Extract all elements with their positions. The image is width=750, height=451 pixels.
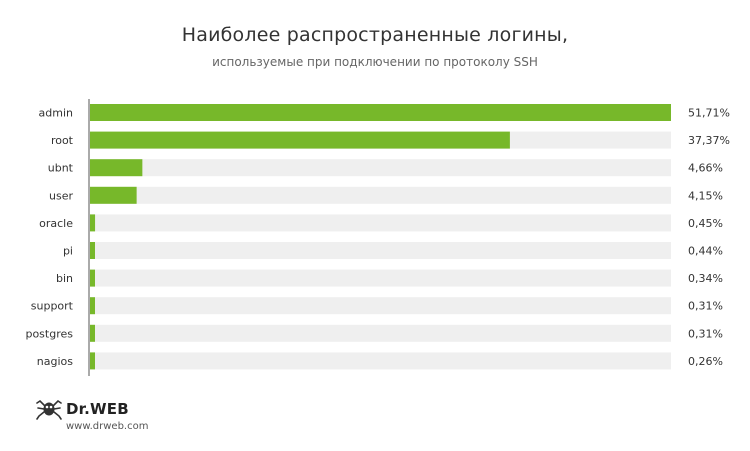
chart-subtitle: используемые при подключении по протокол… [212,55,538,69]
spider-icon [36,399,62,420]
value-label: 0,45% [688,217,723,230]
category-label: nagios [37,355,73,368]
bar-track [90,159,671,177]
bar-nagios [90,352,95,370]
bar-admin [90,104,671,121]
value-label: 4,66% [688,162,723,175]
bar-track [90,269,671,287]
category-label: ubnt [48,162,74,175]
bar-track [90,352,671,370]
value-label: 0,44% [688,245,723,258]
bar-track [90,242,671,259]
category-label: support [31,300,74,313]
bar-oracle [90,214,96,232]
value-label: 0,31% [688,300,723,313]
category-label: bin [56,272,73,285]
bar-support [90,297,95,315]
category-label: postgres [25,327,73,340]
category-label: pi [63,245,73,258]
category-label: oracle [39,217,73,230]
bar-track [90,186,671,204]
bars-group: admin 51,71% root 37,37% ubnt 4,66% user 4,15% o… [25,104,730,370]
bar-track [90,324,671,342]
bar-ubnt [90,159,143,177]
bar-bin [90,269,95,287]
value-label: 0,34% [688,272,723,285]
website-url: www.drweb.com [66,421,149,432]
bar-track [90,297,671,315]
bar-track [90,214,671,232]
drweb-logo: Dr.WEB [36,398,129,420]
category-label: root [51,134,74,147]
bar-user [90,186,137,204]
bar-root [90,131,510,149]
category-label: admin [39,107,73,120]
brand-name: Dr.WEB [66,400,129,418]
chart-title: Наиболее распространенные логины, [181,24,569,46]
value-label: 37,37% [688,134,730,147]
bar-pi [90,242,95,259]
category-label: user [49,189,73,202]
value-label: 4,15% [688,189,723,202]
bar-postgres [90,324,95,342]
value-label: 0,26% [688,355,723,368]
value-label: 0,31% [688,327,723,340]
value-label: 51,71% [688,107,730,120]
